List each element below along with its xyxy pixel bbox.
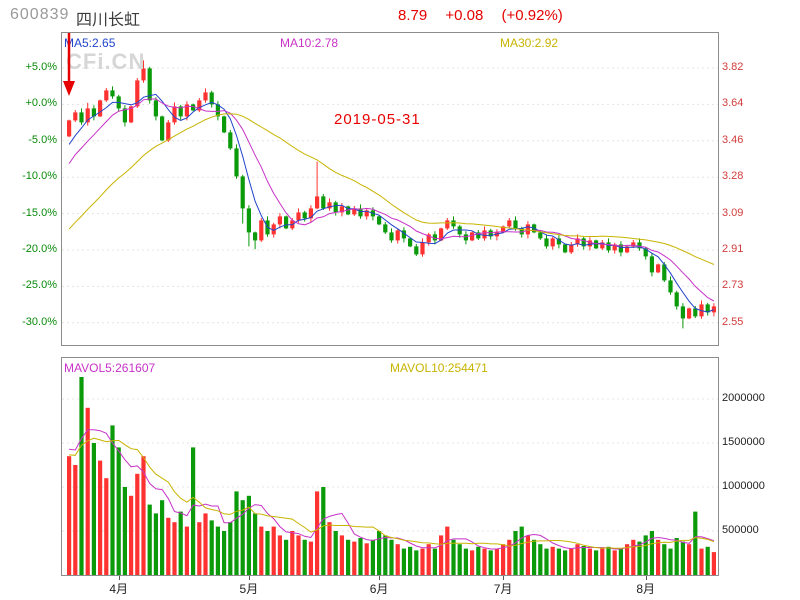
volume-axis-label: 2000000 [722, 392, 765, 404]
quote-change-percent: (+0.92%) [501, 7, 563, 24]
price-axis-label: 3.28 [722, 170, 744, 183]
month-label: 4月 [109, 582, 129, 596]
month-label: 6月 [369, 582, 389, 596]
ma30-label: MA30:2.92 [500, 36, 559, 50]
stock-name: 四川长虹 [76, 12, 141, 29]
price-quote: 8.79 +0.08 (+0.92%) [398, 7, 577, 24]
volume-axis-label: 1500000 [722, 436, 765, 448]
price-chart-pane: CFi.CN MA5:2.65 MA10:2.78 MA30:2.92 2019… [61, 32, 719, 346]
month-tick [248, 576, 250, 580]
price-axis-label: 3.64 [722, 97, 744, 110]
volume-axis-label: 1000000 [722, 480, 765, 492]
volume-axis-label: 500000 [722, 524, 759, 536]
percent-axis-label: +5.0% [25, 61, 58, 73]
percent-axis-label: -5.0% [28, 133, 57, 146]
volume-chart-pane: MAVOL5:261607 MAVOL10:254471 [61, 357, 719, 576]
price-axis-label: 2.55 [722, 315, 744, 328]
month-tick [118, 576, 120, 580]
quote-change: +0.08 [445, 7, 484, 24]
month-tick [379, 576, 381, 580]
percent-axis-label: -20.0% [22, 243, 57, 255]
stock-code: 600839 [10, 6, 70, 23]
month-label: 8月 [636, 582, 656, 596]
volume-chart-canvas[interactable] [62, 358, 718, 575]
price-axis-label: 2.73 [722, 279, 744, 292]
month-tick [503, 576, 505, 580]
month-tick [645, 576, 647, 580]
percent-axis-label: -30.0% [22, 315, 57, 328]
price-axis-label: 3.46 [722, 133, 744, 146]
price-axis-label: 3.09 [722, 206, 744, 219]
ma5-label: MA5:2.65 [64, 36, 116, 50]
price-axis-label: 3.82 [722, 61, 744, 73]
annotation-arrow-icon [63, 33, 75, 96]
percent-axis-label: -25.0% [22, 279, 57, 292]
mavol5-label: MAVOL5:261607 [64, 361, 156, 375]
mavol10-label: MAVOL10:254471 [390, 361, 488, 375]
quote-price: 8.79 [398, 7, 428, 24]
percent-axis-label: -15.0% [22, 206, 57, 219]
annotation-date: 2019-05-31 [334, 111, 421, 128]
ma10-label: MA10:2.78 [280, 36, 339, 50]
price-chart-canvas[interactable] [62, 33, 718, 345]
percent-axis-label: -10.0% [22, 170, 57, 183]
price-axis-label: 2.91 [722, 243, 744, 255]
watermark: CFi.CN [66, 49, 146, 74]
percent-axis-label: +0.0% [25, 97, 58, 110]
month-label: 5月 [239, 582, 259, 596]
month-label: 7月 [493, 582, 513, 596]
